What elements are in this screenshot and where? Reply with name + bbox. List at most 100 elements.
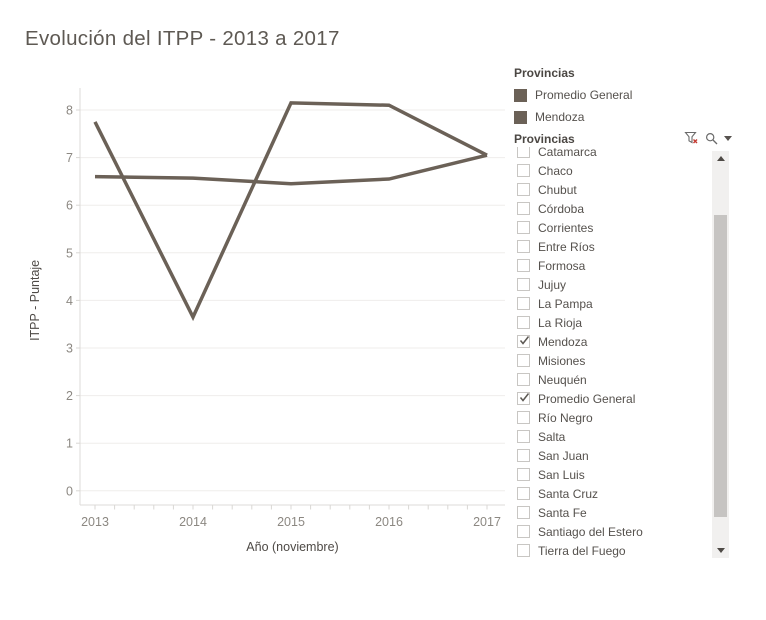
filter-item[interactable]: Santiago del Estero <box>514 522 710 541</box>
filter-item[interactable]: San Juan <box>514 446 710 465</box>
y-tick-label: 5 <box>66 246 73 260</box>
y-tick-label: 7 <box>66 151 73 165</box>
filter-item-label: San Luis <box>538 467 585 482</box>
filter-item-label: La Pampa <box>538 296 593 311</box>
checkbox-unchecked[interactable] <box>517 468 530 481</box>
checkbox-unchecked[interactable] <box>517 449 530 462</box>
filter-item-label: Tierra del Fuego <box>538 543 626 558</box>
legend-item[interactable]: Mendoza <box>514 107 744 127</box>
checkmark-icon <box>519 393 530 402</box>
filter-item[interactable]: Promedio General <box>514 389 710 408</box>
legend-items: Promedio General Mendoza <box>514 85 744 127</box>
filter-item-label: Promedio General <box>538 391 636 406</box>
chart-title: Evolución del ITPP - 2013 a 2017 <box>25 27 340 50</box>
y-tick-label: 0 <box>66 484 73 498</box>
filter-item-label: San Juan <box>538 448 589 463</box>
scroll-up-icon <box>716 156 725 161</box>
filter-item-label: Formosa <box>538 258 586 273</box>
dropdown-caret-icon[interactable] <box>724 136 732 141</box>
filter-item-label: La Rioja <box>538 315 583 330</box>
y-tick-label: 2 <box>66 389 73 403</box>
legend-item[interactable]: Promedio General <box>514 85 744 105</box>
x-tick-label: 2016 <box>375 515 403 529</box>
scroll-down-icon <box>716 548 725 553</box>
filter-toolbar <box>684 131 732 146</box>
filter-item[interactable]: Misiones <box>514 351 710 370</box>
x-axis-title: Año (noviembre) <box>246 540 338 554</box>
filter-item-label: Entre Ríos <box>538 239 595 254</box>
filter-item[interactable]: La Rioja <box>514 313 710 332</box>
filter-item-label: Misiones <box>538 353 586 368</box>
filter-item-label: Santa Fe <box>538 505 587 520</box>
checkbox-checked[interactable] <box>517 335 530 348</box>
legend-swatch-icon <box>514 110 527 124</box>
line-chart: 0 1 2 3 4 5 6 7 8 2013 2014 2015 2016 2017 Año (noviem… <box>30 88 505 554</box>
legend-item-label: Mendoza <box>535 110 585 124</box>
filter-item-label: Neuquén <box>538 372 587 387</box>
y-tick-label: 6 <box>66 199 73 213</box>
filter-item[interactable]: Chaco <box>514 161 710 180</box>
checkbox-unchecked[interactable] <box>517 487 530 500</box>
x-tick-label: 2015 <box>277 515 305 529</box>
filter-item[interactable]: San Luis <box>514 465 710 484</box>
checkbox-unchecked[interactable] <box>517 506 530 519</box>
checkbox-unchecked[interactable] <box>517 240 530 253</box>
series-line-promedio-general[interactable] <box>94 153 488 186</box>
checkbox-unchecked[interactable] <box>517 373 530 386</box>
checkbox-unchecked[interactable] <box>517 544 530 557</box>
y-tick-label: 4 <box>66 294 73 308</box>
filter-item[interactable]: La Pampa <box>514 294 710 313</box>
checkbox-unchecked[interactable] <box>517 202 530 215</box>
filter-item-label: Catamarca <box>538 147 597 159</box>
checkbox-unchecked[interactable] <box>517 147 530 158</box>
filter-list: Catamarca Chaco Chubut Córdoba Corrientes Ent… <box>514 147 710 560</box>
filter-item[interactable]: Catamarca <box>514 147 710 161</box>
filter-item-label: Córdoba <box>538 201 585 216</box>
checkbox-checked[interactable] <box>517 392 530 405</box>
filter-item-label: Santiago del Estero <box>538 524 643 539</box>
filter-scrollbar[interactable] <box>712 151 729 558</box>
checkmark-icon <box>519 336 530 345</box>
y-tick-label: 3 <box>66 342 73 356</box>
checkbox-unchecked[interactable] <box>517 430 530 443</box>
checkbox-unchecked[interactable] <box>517 259 530 272</box>
legend-swatch-icon <box>514 88 527 102</box>
filter-item[interactable]: Corrientes <box>514 218 710 237</box>
filter-item-label: Chubut <box>538 182 577 197</box>
filter-item[interactable]: Tierra del Fuego <box>514 541 710 560</box>
scrollbar-thumb[interactable] <box>714 215 727 517</box>
checkbox-unchecked[interactable] <box>517 411 530 424</box>
filter-item[interactable]: Entre Ríos <box>514 237 710 256</box>
checkbox-unchecked[interactable] <box>517 297 530 310</box>
filter-item[interactable]: Córdoba <box>514 199 710 218</box>
filter-item[interactable]: Santa Cruz <box>514 484 710 503</box>
filter-item[interactable]: Mendoza <box>514 332 710 351</box>
series-line-mendoza[interactable] <box>93 101 488 322</box>
filter-item[interactable]: Jujuy <box>514 275 710 294</box>
filter-header: Provincias <box>514 130 732 147</box>
checkbox-unchecked[interactable] <box>517 164 530 177</box>
scroll-up-button[interactable] <box>712 151 729 166</box>
filter-item-label: Corrientes <box>538 220 594 235</box>
checkbox-unchecked[interactable] <box>517 221 530 234</box>
filter-item[interactable]: Salta <box>514 427 710 446</box>
x-tick-label: 2017 <box>473 515 501 529</box>
y-axis-title: ITPP - Puntaje <box>30 260 42 341</box>
checkbox-unchecked[interactable] <box>517 278 530 291</box>
scroll-down-button[interactable] <box>712 543 729 558</box>
checkbox-unchecked[interactable] <box>517 316 530 329</box>
filter-item-label: Chaco <box>538 163 573 178</box>
legend-item-label: Promedio General <box>535 88 633 102</box>
clear-filter-icon[interactable] <box>684 131 699 146</box>
filter-item[interactable]: Santa Fe <box>514 503 710 522</box>
filter-item[interactable]: Río Negro <box>514 408 710 427</box>
filter-item[interactable]: Neuquén <box>514 370 710 389</box>
search-icon[interactable] <box>705 132 718 145</box>
checkbox-unchecked[interactable] <box>517 525 530 538</box>
checkbox-unchecked[interactable] <box>517 354 530 367</box>
checkbox-unchecked[interactable] <box>517 183 530 196</box>
filter-item-label: Salta <box>538 429 566 444</box>
filter-item[interactable]: Formosa <box>514 256 710 275</box>
filter-item[interactable]: Chubut <box>514 180 710 199</box>
